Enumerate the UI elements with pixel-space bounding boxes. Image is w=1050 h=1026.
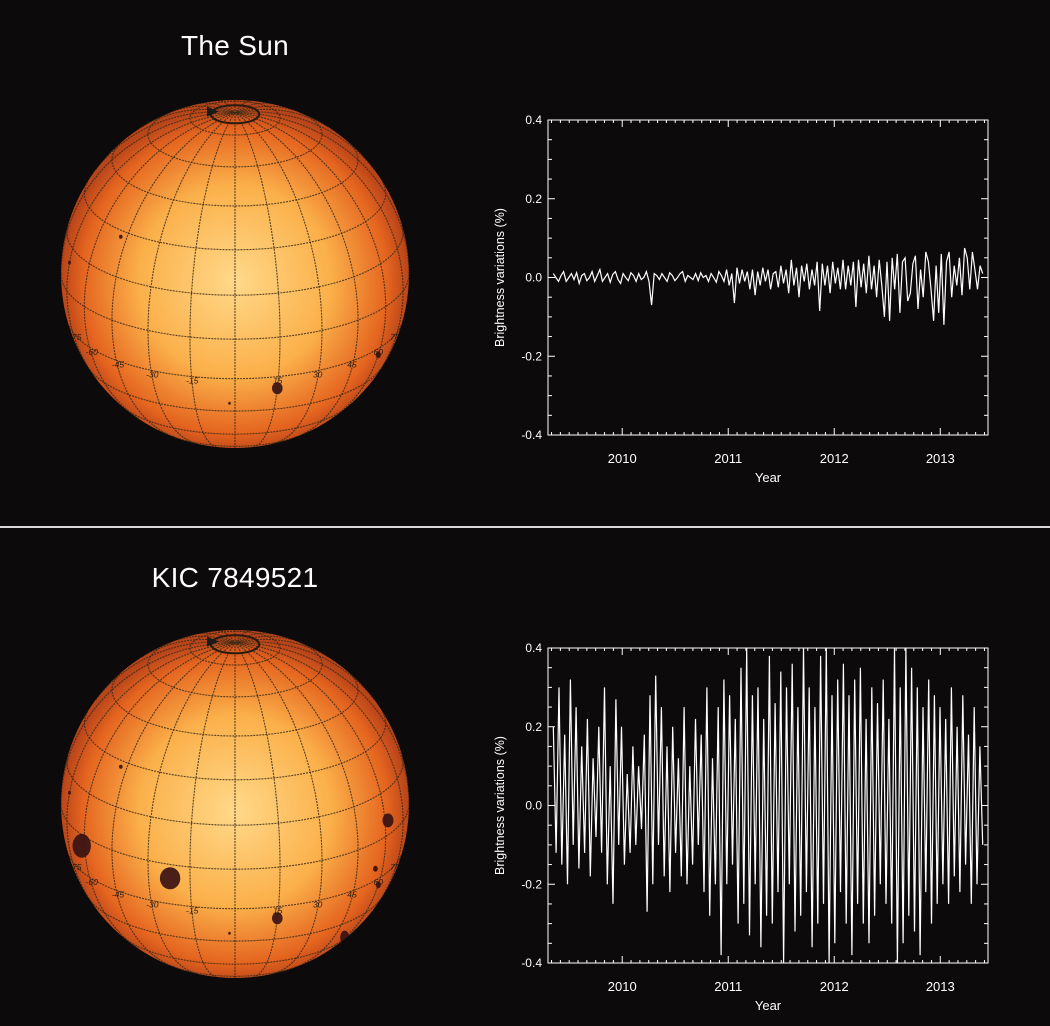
latitude-label: 15 bbox=[273, 906, 283, 916]
latitude-label: 30 bbox=[313, 370, 323, 380]
pole-arrow-icon bbox=[207, 636, 219, 647]
x-tick-label: 2012 bbox=[820, 451, 849, 466]
y-tick-label: 0.4 bbox=[525, 641, 542, 655]
latitude-label: 60 bbox=[374, 877, 384, 887]
latitude-label: 15 bbox=[273, 376, 283, 386]
latitude-label: 45 bbox=[347, 890, 357, 900]
x-axis-label: Year bbox=[755, 998, 782, 1013]
latitude-label: 45 bbox=[347, 360, 357, 370]
x-tick-label: 2013 bbox=[926, 451, 955, 466]
latitude-label: -45 bbox=[112, 890, 125, 900]
y-tick-label: -0.2 bbox=[521, 877, 542, 891]
starspot bbox=[375, 881, 381, 889]
y-tick-label: 0.0 bbox=[525, 799, 542, 813]
brightness-series-line bbox=[552, 648, 984, 963]
sphere-disk bbox=[61, 630, 409, 978]
brightness-chart: -0.4 -0.2 0.0 0.2 0.4 2010 2011 2012 2013 Year Bri… bbox=[493, 641, 989, 1013]
plot-frame bbox=[547, 119, 989, 436]
starspot bbox=[119, 764, 123, 769]
starspot bbox=[382, 813, 394, 828]
panel-title: The Sun bbox=[181, 30, 289, 61]
y-tick-label: -0.4 bbox=[521, 956, 542, 970]
starspot bbox=[159, 867, 181, 890]
sun-panel: The Sun -75 -60 -45 -30 -15 15 30 45 60 75 -0.4 -0… bbox=[61, 30, 989, 485]
latitude-label: -30 bbox=[146, 370, 159, 380]
starspot bbox=[272, 912, 283, 925]
latitude-label: -60 bbox=[86, 877, 99, 887]
pole-arrow-icon bbox=[207, 106, 219, 117]
latitude-label: 75 bbox=[390, 862, 400, 872]
latitude-label: -15 bbox=[186, 906, 199, 916]
panel-divider bbox=[0, 526, 1050, 528]
y-tick-label: 0.2 bbox=[525, 192, 542, 206]
y-tick-label: -0.2 bbox=[521, 349, 542, 363]
starspot bbox=[375, 351, 381, 359]
x-axis-label: Year bbox=[755, 470, 782, 485]
y-axis-label: Brightness variations (%) bbox=[493, 208, 507, 347]
y-tick-label: 0.2 bbox=[525, 720, 542, 734]
starspot bbox=[272, 382, 283, 395]
y-tick-label: -0.4 bbox=[521, 428, 542, 442]
coordinate-grid: -75 -60 -45 -30 -15 15 30 45 60 75 bbox=[61, 100, 409, 448]
latitude-label: 60 bbox=[374, 347, 384, 357]
starspot bbox=[119, 234, 123, 239]
x-tick-label: 2011 bbox=[714, 451, 742, 466]
x-tick-label: 2011 bbox=[714, 979, 742, 994]
starspot bbox=[228, 931, 231, 935]
starspot bbox=[228, 401, 231, 405]
coordinate-grid: -75 -60 -45 -30 -15 15 30 45 60 75 bbox=[61, 630, 409, 978]
latitude-label: 30 bbox=[313, 900, 323, 910]
latitude-label: -75 bbox=[69, 332, 82, 342]
star-sphere-illustration: -75 -60 -45 -30 -15 15 30 45 60 75 bbox=[61, 100, 409, 448]
starspot bbox=[340, 930, 350, 945]
x-tick-label: 2012 bbox=[820, 979, 849, 994]
starspot bbox=[68, 260, 71, 265]
latitude-label: -30 bbox=[146, 900, 159, 910]
latitude-label: -45 bbox=[112, 360, 125, 370]
x-tick-label: 2010 bbox=[608, 451, 637, 466]
starspot bbox=[68, 790, 71, 795]
latitude-label: 75 bbox=[390, 332, 400, 342]
x-tick-label: 2013 bbox=[926, 979, 955, 994]
latitude-label: -75 bbox=[69, 862, 82, 872]
y-tick-label: 0.4 bbox=[525, 113, 542, 127]
latitude-label: -15 bbox=[186, 376, 199, 386]
x-tick-label: 2010 bbox=[608, 979, 637, 994]
sphere-disk bbox=[61, 100, 409, 448]
brightness-chart: -0.4 -0.2 0.0 0.2 0.4 2010 2011 2012 2013 Year Bri… bbox=[493, 113, 989, 485]
latitude-label: -60 bbox=[86, 347, 99, 357]
y-axis-label: Brightness variations (%) bbox=[493, 736, 507, 875]
y-tick-label: 0.0 bbox=[525, 271, 542, 285]
brightness-series-line bbox=[552, 247, 984, 325]
kic-panel: KIC 7849521 -75 -60 -45 -30 -15 15 30 45 60 75 -0… bbox=[0, 528, 1050, 1026]
starspot bbox=[72, 833, 91, 858]
panel-title: KIC 7849521 bbox=[151, 562, 319, 593]
star-sphere-illustration: -75 -60 -45 -30 -15 15 30 45 60 75 bbox=[61, 630, 409, 978]
starspot bbox=[373, 865, 378, 872]
